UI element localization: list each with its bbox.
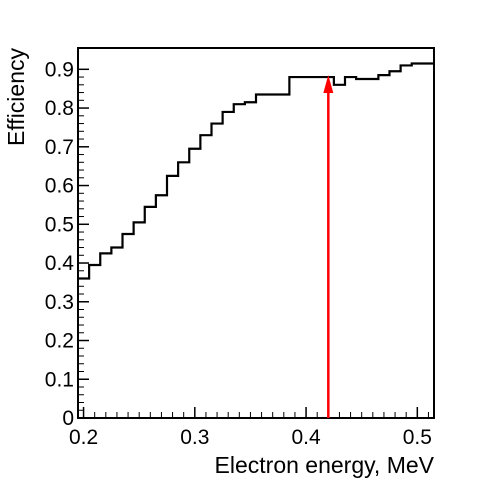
- y-axis-title: Efficiency: [3, 48, 29, 147]
- efficiency-series-line: [78, 62, 434, 280]
- y-tick-label: 0.3: [45, 291, 74, 314]
- x-tick-label: 0.2: [69, 426, 98, 449]
- annotation-arrow: [323, 75, 334, 418]
- y-tick-label: 0.6: [45, 175, 74, 198]
- y-axis-ticks: 0 0.1 0.2 0.3 0.4 0.5 0.6 0.7 0.8 0.9: [45, 58, 89, 430]
- y-tick-label: 0.1: [45, 368, 74, 391]
- x-axis-ticks: 0.2 0.3 0.4 0.5: [69, 407, 432, 449]
- x-tick-label: 0.4: [291, 426, 321, 449]
- arrow-head: [323, 75, 334, 94]
- y-tick-label: 0.2: [45, 330, 74, 353]
- y-tick-label: 0.8: [45, 97, 74, 120]
- x-tick-label: 0.5: [403, 426, 432, 449]
- x-tick-label: 0.3: [180, 426, 209, 449]
- y-tick-label: 0.7: [45, 136, 74, 159]
- plot-frame: [77, 47, 435, 419]
- y-tick-label: 0.5: [45, 213, 74, 236]
- y-tick-label: 0: [62, 407, 74, 430]
- y-tick-label: 0.4: [45, 252, 75, 275]
- histogram-steps: [78, 62, 434, 280]
- y-tick-label: 0.9: [45, 58, 74, 81]
- x-axis-title: Electron energy, MeV: [215, 452, 435, 478]
